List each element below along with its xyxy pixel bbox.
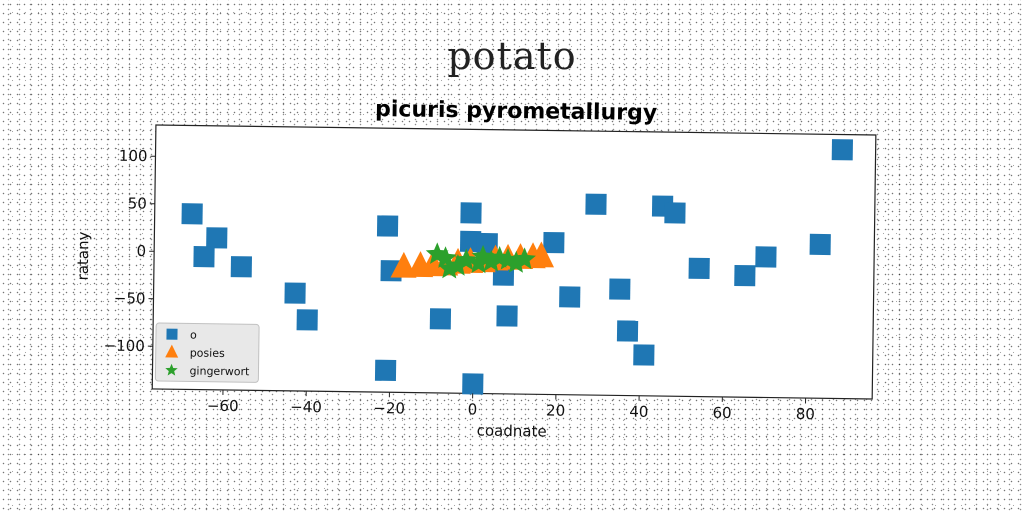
square-point [832, 139, 853, 160]
x-tick-label: 0 [468, 400, 478, 418]
x-axis-label: coadnate [477, 421, 547, 440]
x-tick-label: −60 [207, 397, 239, 415]
square-point [462, 373, 483, 394]
square-point [755, 246, 776, 267]
square-point [559, 286, 580, 307]
square-point [377, 215, 398, 236]
x-tick-label: 80 [796, 405, 815, 423]
y-tick-label: 100 [119, 147, 148, 165]
x-tick-label: 60 [712, 404, 731, 422]
square-point [231, 256, 252, 277]
y-tick-label: 0 [136, 242, 146, 260]
x-tick-label: 40 [629, 403, 648, 421]
square-point [460, 202, 481, 223]
x-tick-label: −40 [290, 398, 322, 416]
x-tick-label: −20 [373, 399, 405, 417]
square-point [193, 246, 214, 267]
square-point [284, 282, 305, 303]
square-point [297, 309, 318, 330]
square-point [543, 232, 564, 253]
square-point [181, 203, 202, 224]
x-tick-label: 20 [546, 401, 565, 419]
square-point [689, 258, 710, 279]
legend-label-3: gingerwort [189, 364, 250, 378]
square-point [633, 344, 654, 365]
legend-label-2: posies [190, 346, 225, 359]
square-point [496, 305, 517, 326]
y-tick-label: −50 [114, 289, 146, 307]
square-point [430, 308, 451, 329]
y-tick-label: 50 [128, 194, 147, 212]
chart-title: picuris pyrometallurgy [375, 97, 657, 126]
square-point [609, 278, 630, 299]
square-point [206, 227, 227, 248]
legend: o posies gingerwort [155, 323, 259, 382]
square-point [734, 265, 755, 286]
y-axis-label: ratany [74, 231, 93, 280]
legend-marker-1 [166, 329, 177, 340]
plot-area: −60 −40 −20 0 20 40 60 80 −100 −50 0 50 100 picuris … [72, 93, 877, 445]
square-point [664, 202, 685, 223]
square-point [375, 360, 396, 381]
y-tick-label: −100 [104, 337, 145, 356]
legend-label-1: o [190, 328, 197, 341]
square-point [585, 194, 606, 215]
square-point [810, 234, 831, 255]
square-point [617, 320, 638, 341]
